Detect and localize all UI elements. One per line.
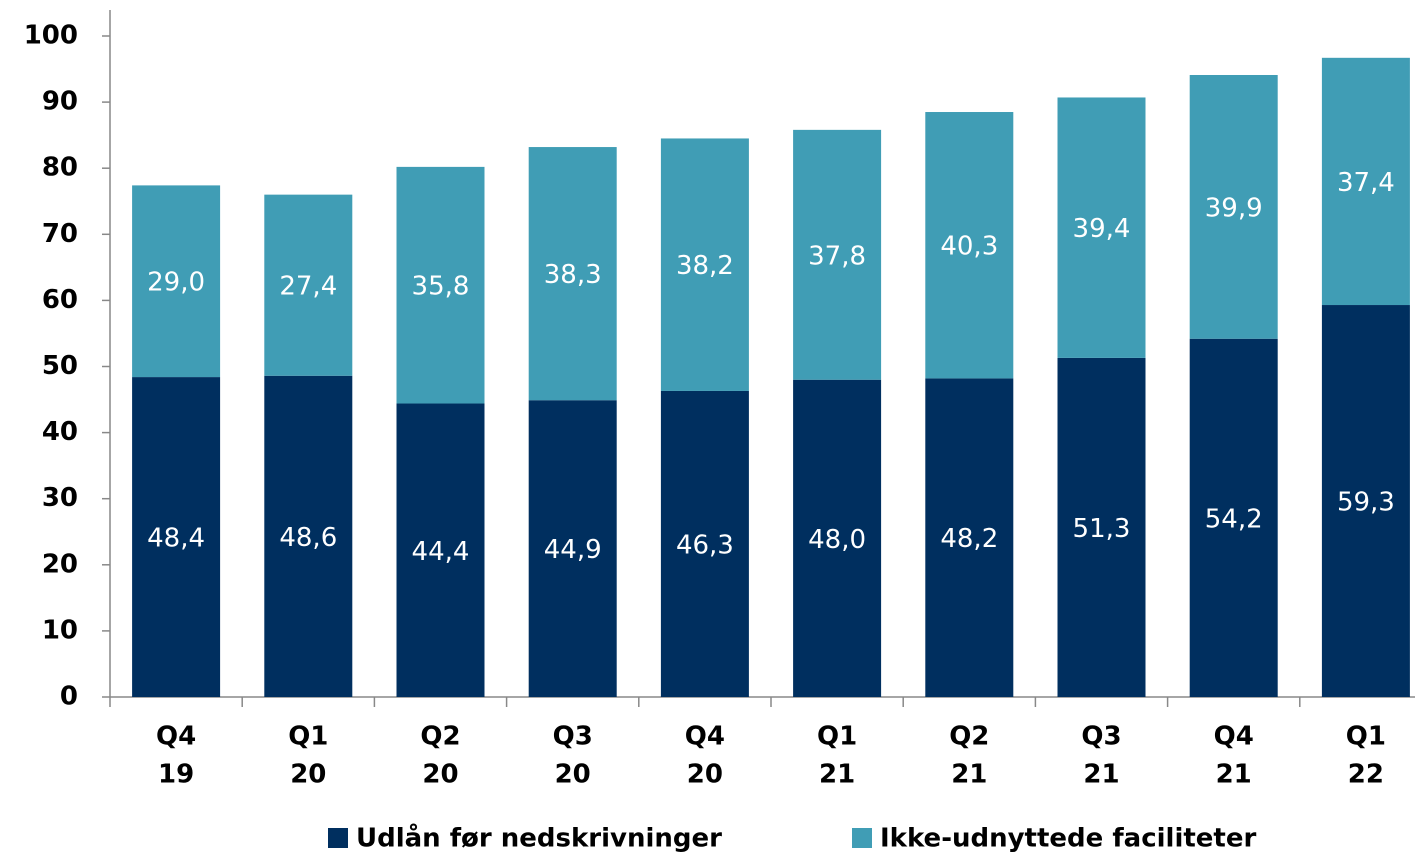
bar bbox=[1057, 357, 1146, 697]
x-tick-label: Q2 bbox=[949, 722, 989, 752]
value-label: 39,4 bbox=[1073, 214, 1131, 244]
value-label: 48,0 bbox=[808, 525, 866, 555]
value-label: 59,3 bbox=[1337, 488, 1395, 518]
value-label: 37,4 bbox=[1337, 168, 1395, 198]
value-label: 44,4 bbox=[412, 537, 470, 567]
x-tick-label: 21 bbox=[1083, 760, 1119, 790]
legend-swatch bbox=[852, 828, 872, 848]
bar bbox=[660, 390, 749, 697]
bar bbox=[132, 377, 221, 697]
x-tick-label: Q3 bbox=[553, 722, 593, 752]
bar bbox=[528, 147, 617, 401]
legend-swatch bbox=[328, 828, 348, 848]
value-label: 54,2 bbox=[1205, 504, 1263, 534]
x-tick-label: Q1 bbox=[1346, 722, 1386, 752]
y-tick-label: 0 bbox=[60, 682, 78, 712]
value-label: 37,8 bbox=[808, 241, 866, 271]
bar bbox=[1189, 338, 1278, 697]
x-tick-label: 19 bbox=[158, 760, 194, 790]
y-tick-label: 30 bbox=[42, 483, 78, 513]
y-tick-label: 40 bbox=[42, 417, 78, 447]
x-tick-label: Q4 bbox=[156, 722, 196, 752]
y-tick-label: 80 bbox=[42, 153, 78, 183]
bar bbox=[925, 112, 1014, 379]
y-tick-label: 20 bbox=[42, 549, 78, 579]
value-label: 48,4 bbox=[147, 524, 205, 554]
y-tick-label: 70 bbox=[42, 219, 78, 249]
bar bbox=[1057, 97, 1146, 358]
y-tick-label: 10 bbox=[42, 615, 78, 645]
value-label: 46,3 bbox=[676, 530, 734, 560]
legend-label: Ikke-udnyttede faciliteter bbox=[880, 824, 1256, 854]
bar bbox=[132, 185, 221, 378]
bar bbox=[1321, 305, 1410, 697]
value-label: 38,2 bbox=[676, 251, 734, 281]
bar bbox=[793, 129, 882, 380]
bar bbox=[528, 400, 617, 697]
x-tick-label: 20 bbox=[687, 760, 723, 790]
legend-label: Udlån før nedskrivninger bbox=[356, 822, 722, 854]
y-tick-label: 50 bbox=[42, 351, 78, 381]
x-tick-label: 20 bbox=[555, 760, 591, 790]
x-tick-label: Q1 bbox=[288, 722, 328, 752]
value-label: 48,2 bbox=[940, 524, 998, 554]
x-tick-label: 21 bbox=[819, 760, 855, 790]
bar bbox=[660, 138, 749, 391]
x-tick-label: Q3 bbox=[1081, 722, 1121, 752]
bar bbox=[396, 403, 485, 697]
value-label: 29,0 bbox=[147, 268, 205, 298]
bar bbox=[1321, 57, 1410, 306]
value-label: 39,9 bbox=[1205, 193, 1263, 223]
value-label: 38,3 bbox=[544, 260, 602, 290]
value-label: 35,8 bbox=[412, 272, 470, 302]
x-tick-label: 21 bbox=[951, 760, 987, 790]
bar bbox=[396, 166, 485, 404]
value-label: 27,4 bbox=[279, 272, 337, 302]
y-tick-label: 90 bbox=[42, 87, 78, 117]
y-tick-label: 60 bbox=[42, 285, 78, 315]
x-tick-label: Q2 bbox=[420, 722, 460, 752]
x-tick-label: 22 bbox=[1348, 760, 1384, 790]
value-label: 51,3 bbox=[1073, 514, 1131, 544]
x-tick-label: 20 bbox=[290, 760, 326, 790]
bar bbox=[925, 378, 1014, 697]
value-label: 48,6 bbox=[279, 523, 337, 553]
bar bbox=[1189, 74, 1278, 339]
x-tick-label: Q1 bbox=[817, 722, 857, 752]
bar bbox=[793, 379, 882, 697]
bar bbox=[264, 375, 353, 697]
x-tick-label: Q4 bbox=[685, 722, 725, 752]
x-tick-label: 20 bbox=[422, 760, 458, 790]
x-tick-label: Q4 bbox=[1214, 722, 1254, 752]
value-label: 44,9 bbox=[544, 535, 602, 565]
x-tick-label: 21 bbox=[1216, 760, 1252, 790]
y-tick-label: 100 bbox=[24, 21, 78, 51]
value-label: 40,3 bbox=[940, 232, 998, 262]
bar bbox=[264, 194, 353, 376]
